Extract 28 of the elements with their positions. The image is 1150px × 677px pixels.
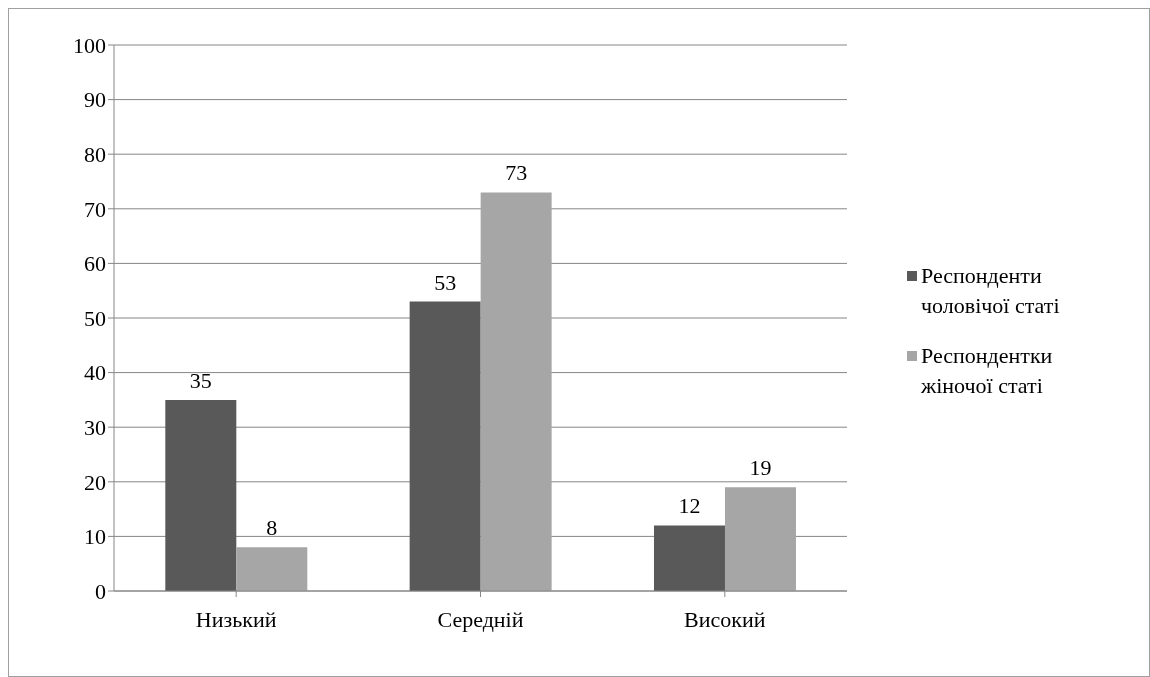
data-label: 19 — [749, 455, 772, 481]
y-tick-label: 40 — [84, 360, 106, 386]
y-tick-label: 70 — [84, 196, 106, 222]
bar — [236, 547, 308, 591]
legend-label: Респондентки жіночої статі — [921, 341, 1054, 400]
y-tick-label: 20 — [84, 469, 106, 495]
y-tick-label: 50 — [84, 305, 106, 331]
bar — [653, 525, 725, 591]
bar — [724, 487, 796, 591]
y-tick-label: 80 — [84, 142, 106, 168]
data-label: 8 — [266, 515, 278, 541]
y-tick-label: 30 — [84, 415, 106, 441]
data-label: 73 — [505, 160, 528, 186]
x-tick-label: Низький — [195, 606, 277, 632]
data-label: 12 — [678, 493, 701, 519]
bar — [409, 301, 481, 591]
y-tick-label: 90 — [84, 87, 106, 113]
legend-label: Респонденти чоловічої статі — [921, 261, 1061, 320]
x-tick-label: Середній — [437, 606, 524, 632]
bar — [480, 192, 552, 591]
y-tick-label: 0 — [95, 578, 106, 604]
data-label: 53 — [434, 269, 457, 295]
x-tick-label: Високий — [684, 606, 766, 632]
y-tick-label: 60 — [84, 251, 106, 277]
bar — [165, 399, 237, 591]
y-tick-label: 10 — [84, 524, 106, 550]
y-tick-label: 100 — [73, 32, 106, 58]
data-label: 35 — [189, 367, 212, 393]
